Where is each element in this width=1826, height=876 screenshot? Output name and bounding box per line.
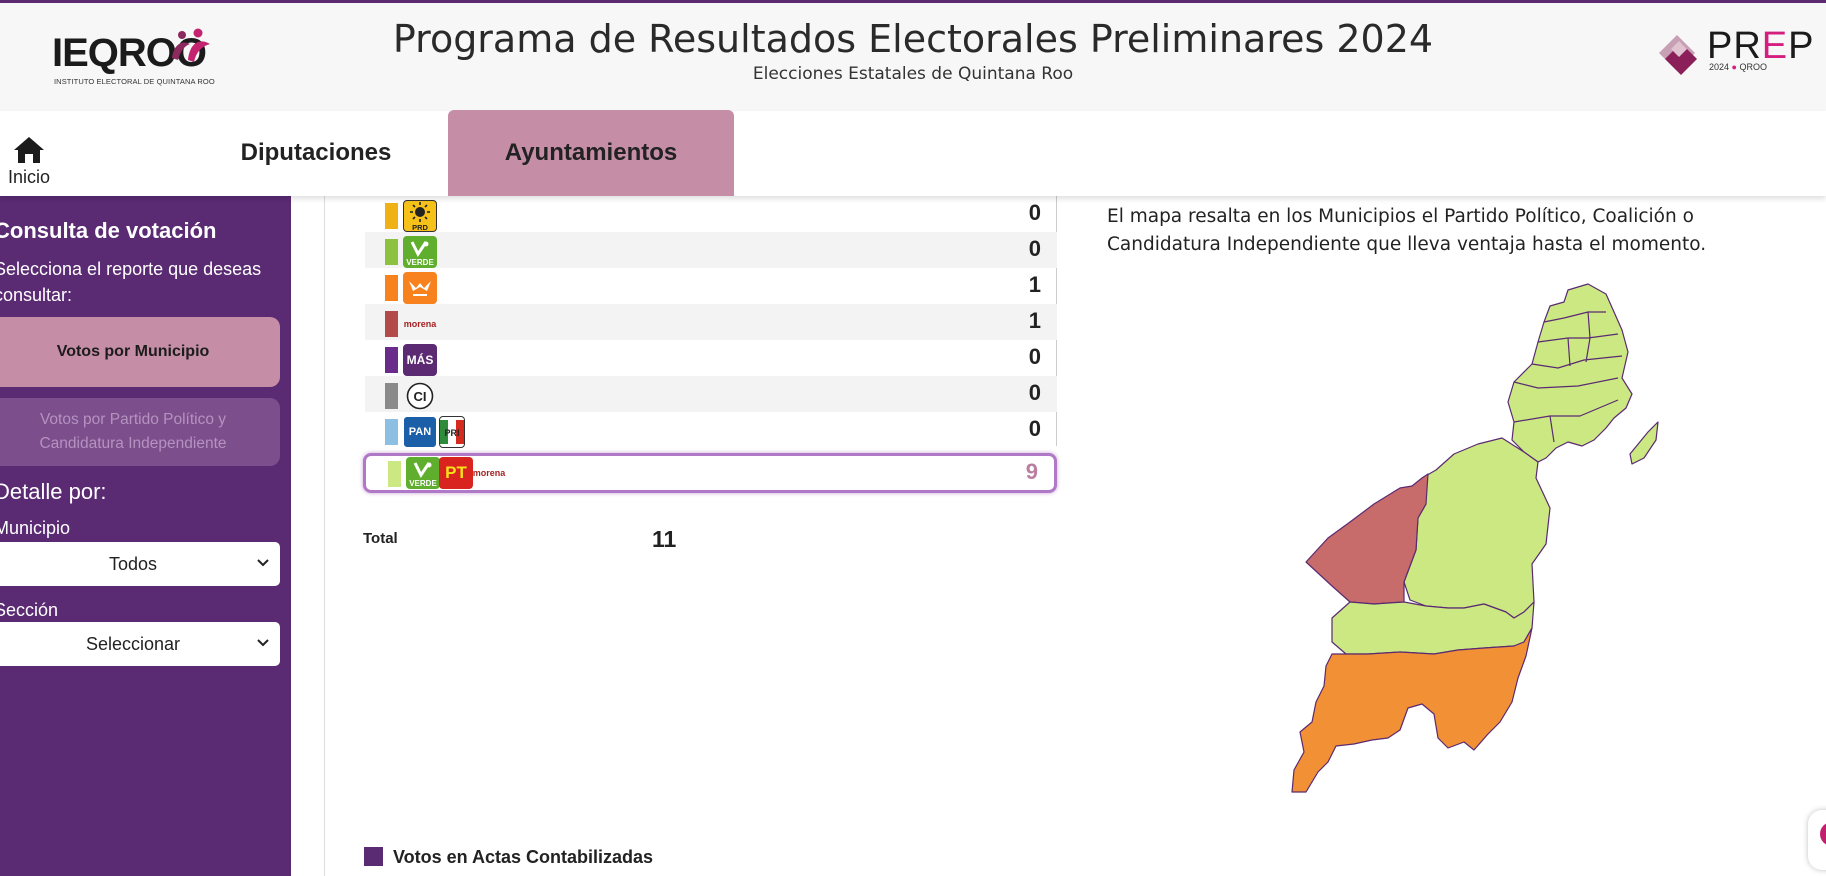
morena-logo: morena [472,468,506,478]
table-row: PRD 0 [365,196,1057,232]
party-color-swatch [385,203,398,229]
winner-value: 9 [1025,459,1038,484]
verde-toucan-icon: VERDE [406,241,434,267]
row-value: 0 [1028,344,1041,369]
svg-text:VERDE: VERDE [409,479,437,488]
table-row: morena 1 [365,304,1057,340]
sidebar: Consulta de votación Selecciona el repor… [0,196,291,876]
municipio-region [1291,627,1533,793]
seccion-label: Sección [0,600,59,620]
municipio-region [1629,421,1659,465]
legend-label: Votos en Actas Contabilizadas [393,847,654,867]
pan-logo: PAN [403,416,437,448]
prep-logo[interactable]: PREP 2024 ● QROO [1655,25,1815,77]
municipio-region [1403,437,1551,619]
mc-logo [403,272,437,304]
mc-eagle-icon [409,281,431,296]
results-table: PRD 0 VERDE 0 [365,196,1057,448]
tab-ayuntamientos[interactable]: Ayuntamientos [448,110,734,196]
prep-diamond-icon [1659,35,1697,75]
party-color-swatch [388,461,401,487]
municipio-select[interactable]: Todos [0,542,280,586]
verde-toucan-icon: VERDE [409,462,437,488]
row-value: 1 [1028,272,1041,297]
party-color-swatch [385,383,398,409]
svg-text:PRD: PRD [412,223,428,231]
pt-logo: PT [439,457,473,489]
row-value: 0 [1028,200,1041,225]
chat-icon [1820,822,1826,846]
row-value: 0 [1028,380,1041,405]
seccion-select[interactable]: Seleccionar [0,622,280,666]
ci-logo: CI [403,380,437,412]
morena-logo: morena [403,319,437,329]
party-color-swatch [385,239,398,265]
total-value: 11 [652,526,677,552]
winner-row[interactable]: VERDE PT morena 9 [363,453,1057,493]
row-value: 0 [1028,236,1041,261]
prd-logo: PRD [403,200,437,232]
pri-tricolor-icon: PRI [440,420,464,444]
verde-logo: VERDE [403,236,437,268]
votos-por-partido-button[interactable]: Votos por Partido Político y Candidatura… [0,398,280,466]
prep-logo-caption: 2024 ● QROO [1709,62,1768,72]
svg-text:VERDE: VERDE [406,258,434,267]
ieqroo-figures-icon [172,28,210,62]
party-color-swatch [385,275,398,301]
main-nav: Inicio Diputaciones Ayuntamientos [0,110,1826,196]
municipio-label: Municipio [0,518,71,538]
page-subtitle: Elecciones Estatales de Quintana Roo [752,64,1074,84]
chat-widget-button[interactable] [1808,810,1826,870]
seccion-select-value: Seleccionar [85,633,181,654]
pri-logo: PRI [439,416,465,448]
quintana-roo-map[interactable] [1288,282,1668,802]
legend-color-box [364,847,383,866]
legend: Votos en Actas Contabilizadas [364,847,653,868]
municipio-border [1513,311,1623,443]
map-description: El mapa resalta en los Municipios el Par… [1107,206,1707,255]
votos-por-municipio-button[interactable]: Votos por Municipio [0,317,280,387]
ieqroo-logo-caption: INSTITUTO ELECTORAL DE QUINTANA ROO [54,77,215,86]
row-value: 1 [1028,308,1041,333]
table-row: VERDE 0 [365,232,1057,268]
total-label: Total [363,530,398,547]
top-accent-line [0,0,1826,3]
sidebar-heading: Consulta de votación [0,218,217,243]
tab-diputaciones[interactable]: Diputaciones [240,139,392,166]
chevron-down-icon [257,639,269,647]
party-color-swatch [385,347,398,373]
mas-logo: MÁS [403,344,437,376]
municipio-select-value: Todos [108,553,158,574]
ci-circle-icon: CI [406,382,434,410]
chevron-down-icon [257,559,269,567]
home-icon [14,137,44,163]
svg-text:PRI: PRI [444,428,459,438]
table-row: CI 0 [365,376,1057,412]
sidebar-prompt: Selecciona el reporte que deseas consult… [0,259,262,305]
header: IEQROO INSTITUTO ELECTORAL DE QUINTANA R… [0,3,1826,111]
municipio-region [1507,283,1633,463]
party-color-swatch [385,311,398,337]
table-row: 1 [365,268,1057,304]
prd-sun-icon: PRD [410,202,430,231]
table-row: PAN PRI 0 [365,412,1057,448]
page-title: Programa de Resultados Electorales Preli… [392,17,1434,61]
table-row: MÁS 0 [365,340,1057,376]
content-divider [324,196,325,876]
row-value: 0 [1028,416,1041,441]
party-color-swatch [385,419,398,445]
svg-text:CI: CI [414,389,427,404]
detail-heading: Detalle por: [0,479,107,504]
home-nav-button[interactable]: Inicio [0,121,58,191]
verde-logo: VERDE [406,457,440,489]
ieqroo-logo[interactable]: IEQROO INSTITUTO ELECTORAL DE QUINTANA R… [52,28,222,89]
prep-logo-word: PREP [1707,25,1815,67]
home-label: Inicio [7,167,51,187]
